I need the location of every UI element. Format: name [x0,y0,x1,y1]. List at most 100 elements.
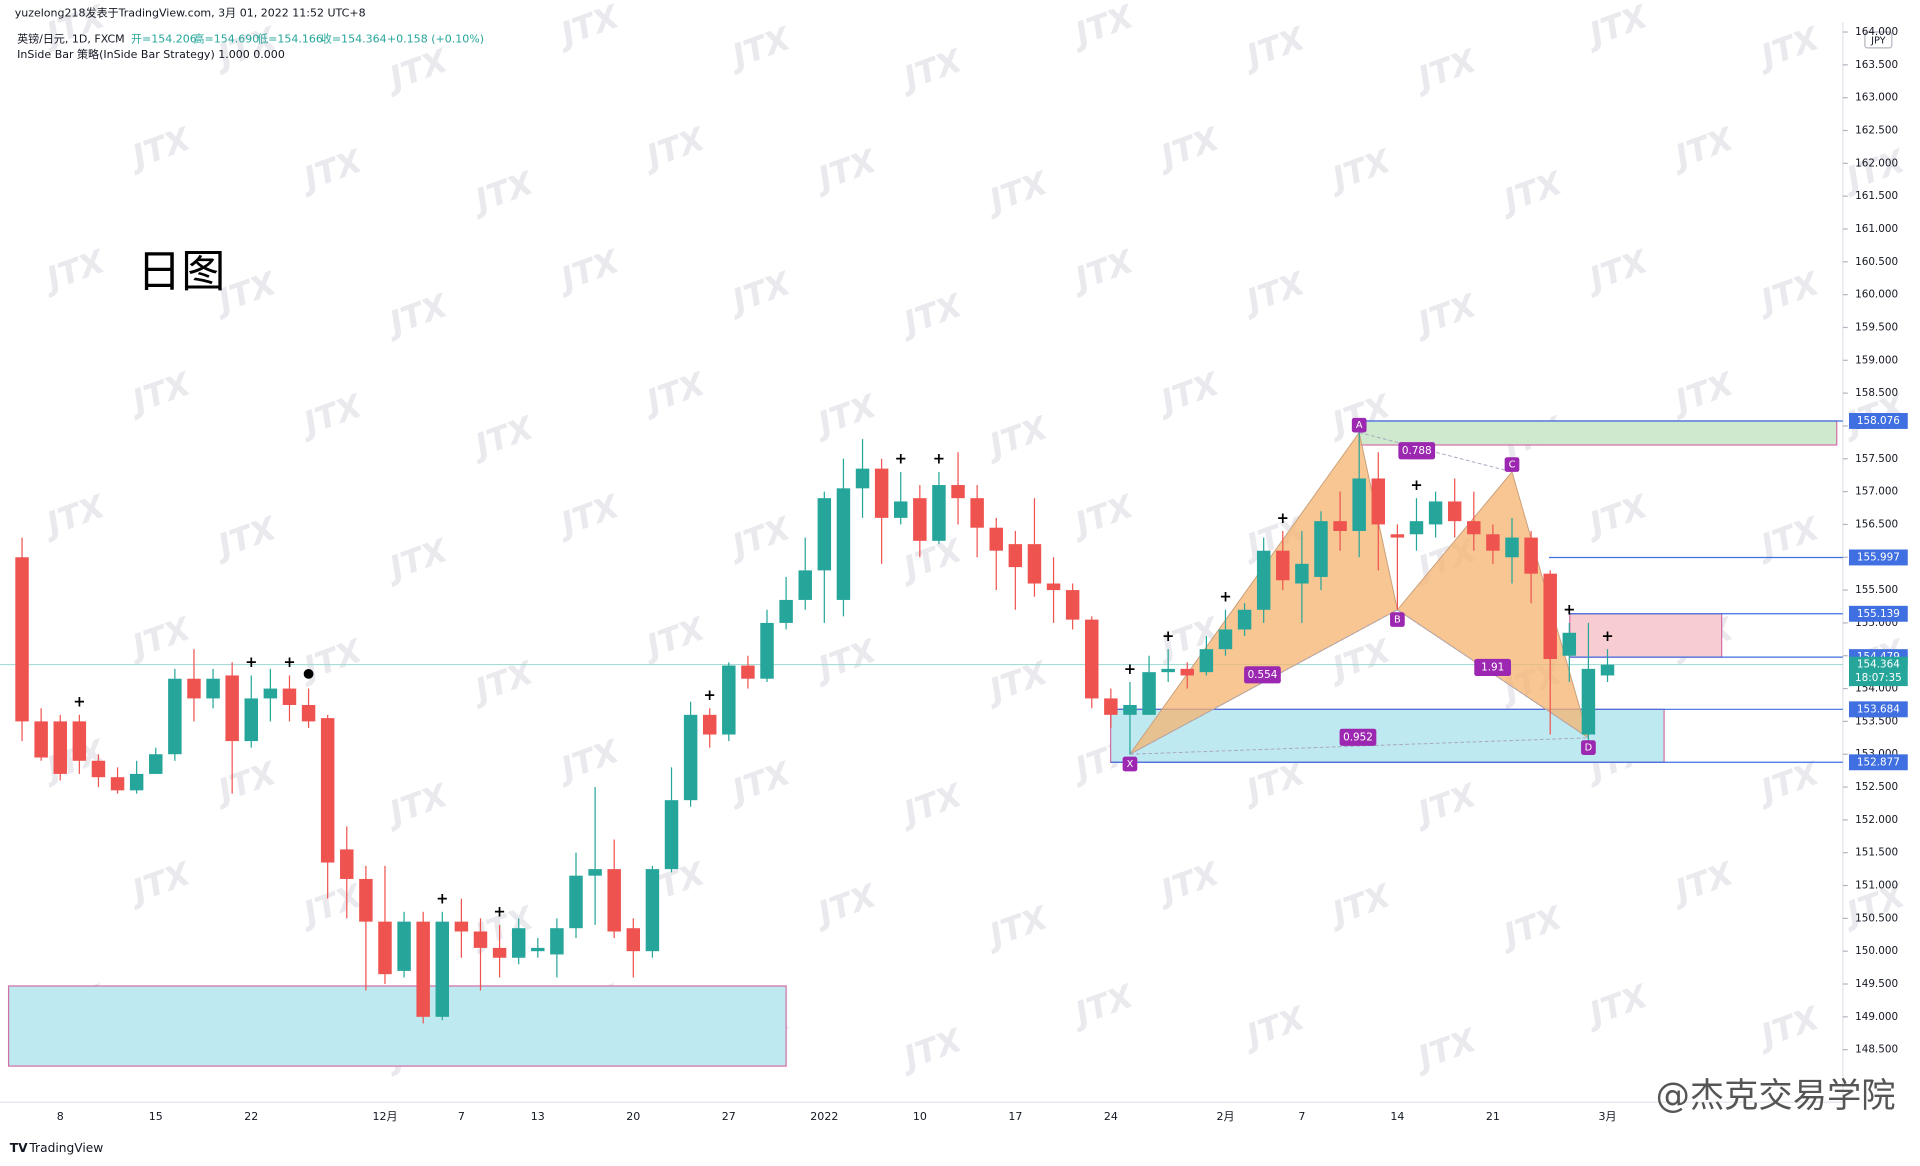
x-tick-label: 27 [722,1110,736,1123]
candle-body [473,931,488,948]
candle-body [206,678,220,699]
candle-body [1390,534,1405,538]
price-tag [1848,701,1908,718]
candle-body [550,928,564,955]
x-tick-label: 14 [1390,1110,1404,1123]
candle-body [1428,501,1443,525]
x-tick-label: 2月 [1216,1110,1234,1123]
y-tick-label: 162.500 [1855,125,1898,137]
y-tick-label: 149.000 [1855,1011,1898,1023]
candle-body [645,869,660,952]
y-tick-label: 151.000 [1855,880,1898,892]
pattern-link [1129,737,1589,755]
candle-body [683,714,698,801]
ratio-box [1244,666,1281,684]
price-tag [1848,754,1908,771]
candle-body [225,675,239,742]
x-tick-label: 3月 [1598,1110,1616,1123]
currency-box [1864,31,1893,49]
pattern-point-box [1351,417,1367,433]
candle-body [1161,668,1175,673]
candle-body [454,921,469,932]
candle-body [1314,521,1328,577]
candle-body [1524,537,1538,574]
y-tick-label: 152.000 [1855,814,1898,826]
candle-body [1008,544,1023,568]
candle-body [779,599,793,623]
candle-body [263,688,278,699]
candle-body [168,678,182,755]
ratio-box [1398,442,1436,460]
y-tick-label: 159.500 [1855,321,1898,333]
countdown-label: 18:07:35 [1855,672,1902,684]
x-tick-label: 21 [1486,1110,1500,1123]
y-tick-label: 155.500 [1855,584,1898,596]
candle-body [531,947,545,952]
candle-body [1256,550,1271,610]
candle-body [989,527,1003,551]
y-tick-label: 159.000 [1855,354,1898,366]
pattern-point-label: B [1394,615,1401,626]
y-tick-label: 161.000 [1855,223,1898,235]
signal-marker: + [1277,510,1289,527]
ratio-label: 0.952 [1343,731,1373,743]
candle-body [1352,478,1366,531]
candle-body [187,678,201,699]
ratio-label: 0.788 [1402,445,1432,457]
candle-body [378,921,392,975]
candle-body [607,869,621,932]
candle-body [664,800,679,870]
signal-marker: + [1124,661,1136,678]
candle-body [34,721,48,758]
signal-marker: + [1162,628,1174,645]
candle-body [244,698,258,742]
y-tick-label: 161.500 [1855,190,1898,202]
candle-body [129,773,144,791]
y-tick-label: 151.500 [1855,847,1898,859]
candle-body [741,665,755,679]
price-tag [1848,549,1908,566]
candle-body [588,869,602,876]
ratio-label: 0.554 [1248,669,1278,681]
ohlc: 开=154.206 [131,32,197,45]
y-tick-label: 162.000 [1855,157,1898,169]
ohlc: 收=154.364 [321,31,387,45]
candle-body [435,921,450,1017]
y-tick-label: 150.000 [1855,945,1898,957]
x-tick-label: 8 [57,1110,64,1123]
symbol: 英镑/日元, 1D, FXCM [17,31,125,45]
ohlc: 高=154.690 [193,31,259,45]
currency: JPY [1870,36,1886,47]
x-tick-label: 7 [458,1110,465,1123]
candle-body [1486,534,1500,551]
candle-body [1046,583,1061,591]
candle-body [626,928,641,952]
pattern-point-label: C [1509,460,1516,471]
x-tick-label: 7 [1298,1110,1305,1123]
price-tag [1848,605,1908,622]
candle-body [1543,573,1557,660]
signal-marker: + [1601,628,1613,645]
byline: yuzelong218发表于TradingView.com, 3月 01, 20… [15,6,366,20]
y-tick-label: 157.000 [1855,486,1898,498]
pattern-link [1129,609,1398,755]
candle-body [301,704,316,722]
ohlc: 低=154.166 [257,32,323,45]
last-price-label: 154.364 [1857,659,1900,671]
candle-body [1333,521,1347,531]
candle-body [817,498,832,571]
candle-body [110,777,125,791]
signal-marker: + [1219,589,1231,606]
candle-body [1123,704,1137,715]
price-tag-label: 158.076 [1857,415,1900,427]
y-tick-label: 148.500 [1855,1044,1898,1056]
candle-body [320,718,335,863]
candle-body [1142,672,1156,715]
x-tick-label: 22 [244,1110,258,1123]
candle-body [1180,668,1194,676]
pattern-point-label: A [1356,420,1363,431]
candle-body [1447,501,1462,522]
x-tick-label: 10 [913,1110,927,1123]
pattern-point-box [1581,740,1596,755]
